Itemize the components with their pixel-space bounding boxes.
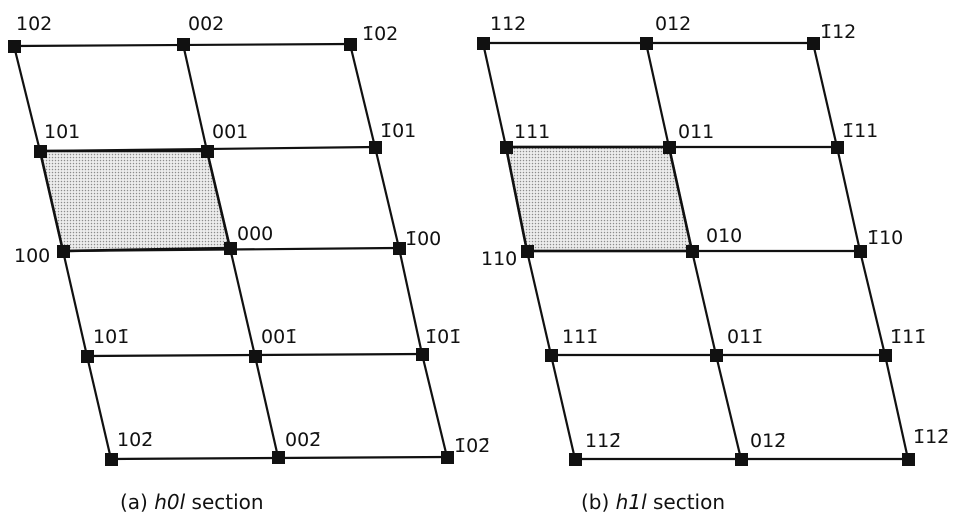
node-b-r3c1 bbox=[710, 349, 723, 362]
node-b-r1c1 bbox=[663, 141, 676, 154]
node-b-r2c1 bbox=[686, 245, 699, 258]
node-a-r1c1 bbox=[201, 145, 214, 158]
label-a-r0c0: 102 bbox=[16, 13, 52, 35]
node-b-r0c0 bbox=[477, 37, 490, 50]
label-a-r2c0: 100 bbox=[14, 245, 50, 267]
node-a-r4c1 bbox=[272, 451, 285, 464]
label-b-r3c2: 1̄11̄ bbox=[890, 326, 926, 348]
unit-cell-a bbox=[40, 151, 230, 251]
label-b-r4c1: 012̄ bbox=[750, 430, 786, 452]
label-a-r4c0: 102̄ bbox=[117, 429, 153, 451]
label-b-r1c0: 111 bbox=[514, 121, 550, 143]
label-b-r0c2: 1̄12 bbox=[820, 21, 856, 43]
label-b-r1c2: 1̄11 bbox=[842, 120, 878, 142]
node-b-r0c1 bbox=[640, 37, 653, 50]
label-b-r1c1: 011 bbox=[678, 121, 714, 143]
node-a-r4c0 bbox=[105, 453, 118, 466]
panel-b: 112 012 1̄12 111 011 1̄11 110 010 1̄10 1… bbox=[477, 13, 949, 514]
node-a-r0c1 bbox=[177, 38, 190, 51]
label-a-r2c2: 1̄00 bbox=[405, 228, 441, 250]
label-b-r4c2: 1̄12̄ bbox=[913, 426, 949, 448]
label-a-r1c0: 101 bbox=[44, 121, 80, 143]
node-b-r2c2 bbox=[854, 245, 867, 258]
node-b-r1c0 bbox=[500, 141, 513, 154]
node-b-r4c1 bbox=[735, 453, 748, 466]
caption-b-prefix: (b) bbox=[581, 490, 616, 514]
caption-a-prefix: (a) bbox=[120, 490, 154, 514]
label-a-r3c0: 101̄ bbox=[93, 326, 129, 348]
label-b-r4c0: 112̄ bbox=[585, 430, 621, 452]
label-a-r0c1: 002 bbox=[188, 13, 224, 35]
node-b-r0c2 bbox=[807, 37, 820, 50]
node-a-r2c0 bbox=[57, 245, 70, 258]
label-b-r2c0: 110 bbox=[481, 248, 517, 270]
caption-a: (a) h0l section bbox=[120, 490, 264, 514]
label-b-r2c1: 010 bbox=[706, 225, 742, 247]
label-b-r0c0: 112 bbox=[490, 13, 526, 35]
caption-b-suffix: section bbox=[647, 490, 725, 514]
node-a-r0c0 bbox=[8, 40, 21, 53]
node-a-r2c1 bbox=[224, 242, 237, 255]
node-a-r3c0 bbox=[81, 350, 94, 363]
label-a-r4c1: 002̄ bbox=[285, 429, 321, 451]
caption-a-italic: h0l bbox=[154, 490, 185, 514]
panel-a: 102 002 1̄02 101 001 1̄01 100 000 1̄00 1… bbox=[8, 13, 490, 514]
caption-a-suffix: section bbox=[185, 490, 263, 514]
node-b-r2c0 bbox=[521, 245, 534, 258]
caption-b-italic: h1l bbox=[616, 490, 647, 514]
caption-b: (b) h1l section bbox=[581, 490, 725, 514]
label-a-r1c2: 1̄01 bbox=[380, 120, 416, 142]
label-a-r3c2: 1̄01̄ bbox=[425, 326, 461, 348]
node-b-r4c2 bbox=[902, 453, 915, 466]
node-a-r3c2 bbox=[416, 348, 429, 361]
node-b-r3c2 bbox=[879, 349, 892, 362]
label-a-r0c2: 1̄02 bbox=[362, 23, 398, 45]
label-a-r4c2: 1̄02̄ bbox=[454, 435, 490, 457]
node-a-r1c2 bbox=[369, 141, 382, 154]
label-a-r1c1: 001 bbox=[212, 121, 248, 143]
node-a-r3c1 bbox=[249, 350, 262, 363]
label-b-r3c1: 011̄ bbox=[727, 326, 763, 348]
label-b-r3c0: 111̄ bbox=[562, 326, 598, 348]
node-a-r4c2 bbox=[441, 451, 454, 464]
unit-cell-b bbox=[506, 147, 692, 251]
label-b-r0c1: 012 bbox=[655, 13, 691, 35]
node-b-r1c2 bbox=[831, 141, 844, 154]
node-a-r1c0 bbox=[34, 145, 47, 158]
label-a-r2c1: 000 bbox=[237, 223, 273, 245]
node-b-r3c0 bbox=[545, 349, 558, 362]
label-b-r2c2: 1̄10 bbox=[867, 227, 903, 249]
node-a-r0c2 bbox=[344, 38, 357, 51]
node-b-r4c0 bbox=[569, 453, 582, 466]
label-a-r3c1: 001̄ bbox=[261, 326, 297, 348]
